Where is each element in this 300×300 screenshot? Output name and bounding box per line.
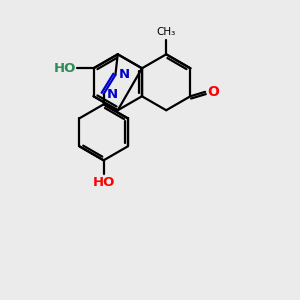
Text: N: N <box>119 68 130 81</box>
Text: HO: HO <box>92 176 115 189</box>
Text: N: N <box>107 88 118 100</box>
Text: O: O <box>207 85 219 99</box>
Text: CH₃: CH₃ <box>157 27 176 37</box>
Text: HO: HO <box>53 62 76 75</box>
